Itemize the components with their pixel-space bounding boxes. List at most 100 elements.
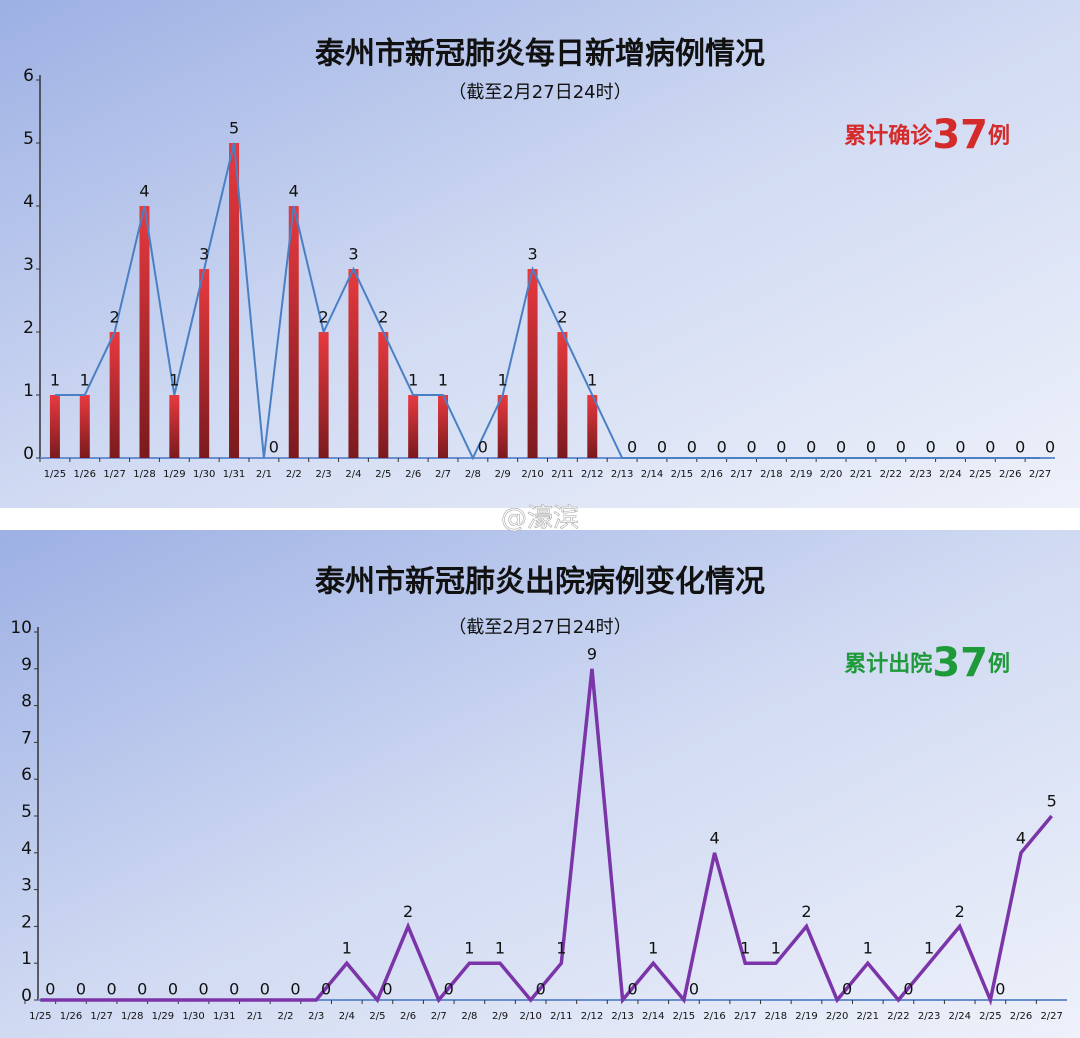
annotation-number: 37 — [932, 640, 988, 686]
data-label: 2 — [403, 902, 413, 921]
y-tick-label: 5 — [21, 802, 32, 822]
bar — [497, 395, 508, 458]
y-tick-label: 9 — [21, 655, 32, 675]
x-tick-label: 2/26 — [999, 469, 1021, 480]
x-tick-label: 2/5 — [369, 1011, 385, 1022]
annotation: 累计确诊37例 — [844, 112, 1010, 158]
bar — [79, 395, 90, 458]
x-tick-label: 2/14 — [641, 469, 663, 480]
x-tick-label: 1/25 — [44, 469, 66, 480]
bar — [199, 269, 210, 458]
data-label: 1 — [740, 939, 750, 958]
data-label: 3 — [348, 245, 358, 264]
annotation-prefix: 累计出院 — [844, 651, 932, 677]
x-tick-label: 2/24 — [949, 1011, 971, 1022]
data-label: 0 — [806, 438, 816, 457]
data-label: 9 — [587, 644, 597, 663]
x-tick-label: 2/18 — [760, 469, 782, 480]
y-tick-label: 4 — [21, 839, 32, 859]
y-tick-label: 6 — [23, 66, 34, 86]
data-label: 4 — [139, 182, 149, 201]
bar — [49, 395, 60, 458]
data-label: 0 — [926, 438, 936, 457]
x-tick-label: 2/15 — [671, 469, 693, 480]
y-tick-label: 4 — [23, 192, 34, 212]
bar — [139, 206, 150, 458]
x-tick-label: 2/24 — [939, 469, 961, 480]
data-label: 3 — [527, 245, 537, 264]
annotation: 累计出院37例 — [844, 640, 1010, 686]
x-tick-label: 2/14 — [642, 1011, 664, 1022]
data-label: 0 — [198, 980, 208, 999]
x-tick-label: 1/31 — [223, 469, 245, 480]
data-label: 4 — [1016, 828, 1026, 847]
data-label: 0 — [776, 438, 786, 457]
data-label: 1 — [924, 939, 934, 958]
x-tick-label: 2/25 — [969, 469, 991, 480]
data-label: 2 — [378, 308, 388, 327]
x-tick-label: 1/27 — [90, 1011, 112, 1022]
x-tick-label: 2/11 — [550, 1011, 572, 1022]
data-label: 0 — [260, 980, 270, 999]
data-label: 0 — [717, 438, 727, 457]
y-tick-label: 3 — [23, 255, 34, 275]
x-tick-label: 1/28 — [133, 469, 155, 480]
line — [40, 668, 1054, 1006]
annotation-suffix: 例 — [988, 652, 1010, 677]
x-tick-label: 2/20 — [826, 1011, 848, 1022]
x-tick-label: 2/19 — [790, 469, 812, 480]
y-tick-label: 1 — [23, 381, 34, 401]
annotation-prefix: 累计确诊 — [844, 123, 933, 149]
data-label: 0 — [866, 438, 876, 457]
bar — [587, 395, 598, 458]
x-tick-label: 1/31 — [213, 1011, 235, 1022]
data-label: 1 — [80, 371, 90, 390]
data-label: 0 — [657, 438, 667, 457]
data-label: 0 — [903, 980, 913, 999]
data-label: 0 — [168, 980, 178, 999]
x-tick-label: 1/29 — [163, 469, 185, 480]
x-tick-label: 2/27 — [1040, 1011, 1062, 1022]
x-tick-label: 1/29 — [152, 1011, 174, 1022]
watermark: @濠滨 — [501, 504, 579, 534]
y-tick-label: 7 — [21, 728, 32, 748]
x-tick-label: 1/28 — [121, 1011, 143, 1022]
bar — [318, 332, 329, 458]
data-label: 4 — [289, 182, 299, 201]
data-label: 4 — [709, 828, 719, 847]
data-label: 0 — [955, 438, 965, 457]
x-tick-label: 2/21 — [850, 469, 872, 480]
bar — [438, 395, 449, 458]
y-tick-label: 3 — [21, 876, 32, 896]
x-tick-label: 2/6 — [405, 469, 421, 480]
data-label: 0 — [1015, 438, 1025, 457]
x-tick-label: 2/12 — [581, 1011, 603, 1022]
data-label: 0 — [269, 438, 279, 457]
data-label: 2 — [955, 902, 965, 921]
x-tick-label: 1/30 — [193, 469, 215, 480]
data-label: 0 — [45, 980, 55, 999]
x-tick-label: 2/23 — [918, 1011, 940, 1022]
data-label: 0 — [836, 438, 846, 457]
bar — [557, 332, 568, 458]
data-label: 1 — [495, 939, 505, 958]
y-tick-label: 8 — [21, 692, 32, 712]
data-label: 1 — [342, 939, 352, 958]
x-tick-label: 2/15 — [673, 1011, 695, 1022]
data-label: 0 — [229, 980, 239, 999]
line — [54, 142, 1041, 461]
data-label: 0 — [382, 980, 392, 999]
bar — [348, 269, 359, 458]
data-label: 1 — [464, 939, 474, 958]
x-tick-label: 2/2 — [277, 1011, 293, 1022]
data-label: 0 — [627, 438, 637, 457]
x-tick-label: 2/9 — [495, 469, 511, 480]
x-tick-label: 2/18 — [765, 1011, 787, 1022]
x-tick-label: 2/22 — [880, 469, 902, 480]
data-label: 5 — [229, 119, 239, 138]
chart-subtitle: （截至2月27日24时） — [448, 82, 631, 103]
x-tick-label: 2/10 — [519, 1011, 541, 1022]
x-tick-label: 2/13 — [611, 1011, 633, 1022]
panel-background — [0, 0, 1080, 508]
